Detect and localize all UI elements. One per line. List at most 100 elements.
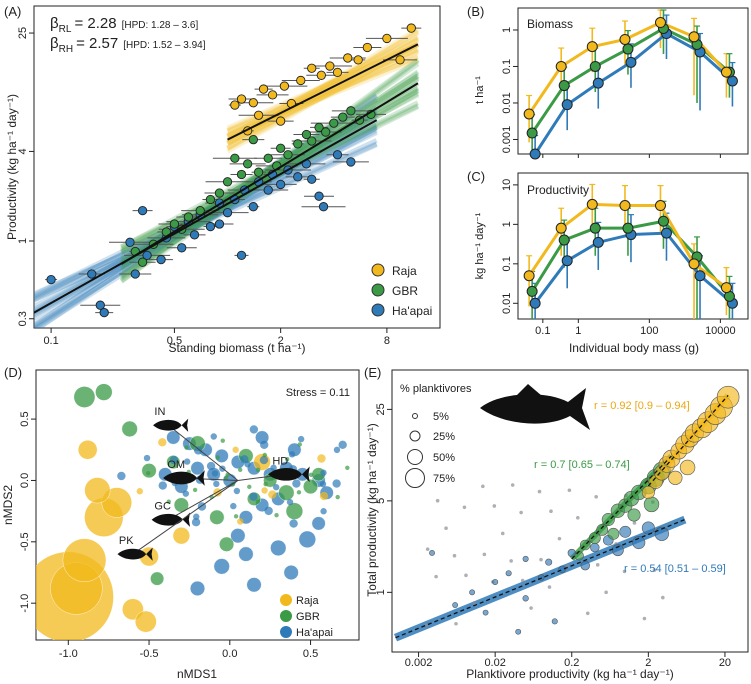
panel-d-xlabel: nMDS1: [177, 667, 217, 681]
e-point-haapai: [469, 589, 475, 596]
e-point-haapai: [515, 628, 522, 635]
spectrum-point-raja: [523, 108, 535, 120]
d-fish-icon-om: [163, 470, 205, 486]
r-gbr-label: r = 0.7 [0.65 – 0.74]: [534, 459, 630, 471]
d-dense-point: [136, 488, 143, 495]
panel-a-xlabel: Standing biomass (t ha⁻¹): [168, 341, 305, 355]
d-dense-point: [240, 455, 249, 464]
a-point-haapai: [318, 202, 329, 212]
e-background-point: [549, 509, 553, 513]
a-point-gbr: [248, 135, 258, 145]
d-dense-point: [296, 490, 302, 495]
spectrum-point-haapai: [592, 236, 604, 248]
beta-rh-symbol: βRH = 2.57 [HPD: 1.52 – 3.94]: [50, 35, 206, 55]
e-point-gbr: [607, 527, 620, 540]
e-background-point: [642, 616, 647, 621]
d-dense-point: [270, 464, 277, 471]
d-point-gbr: [285, 502, 303, 520]
a-point-haapai: [293, 172, 303, 182]
d-dense-point: [184, 445, 189, 450]
d-point-raja: [62, 538, 107, 583]
e-point-haapai: [492, 578, 499, 585]
d-dense-point: [230, 502, 237, 510]
spectrum-ytick-label: 0.1: [501, 59, 513, 74]
panel-b-frame: [517, 7, 749, 155]
e-background-point: [481, 484, 485, 489]
r-raja-label: r = 0.92 [0.9 – 0.94]: [594, 400, 690, 412]
e-point-gbr: [574, 551, 584, 561]
d-point-gbr: [95, 383, 113, 401]
panel-a-plot: 0.1 0.5 2 8 0.3 1 4 25: [17, 23, 422, 347]
e-fit-line-gbr: [571, 455, 672, 560]
e-point-haapai: [545, 558, 553, 566]
e-background-point: [652, 568, 657, 572]
e-xtick-label: 0.2: [564, 657, 579, 669]
d-dense-point: [223, 475, 229, 481]
d-dense-point: [333, 446, 341, 454]
a-point-raja: [296, 75, 306, 86]
panel-a-annotation: βRL = 2.28 [HPD: 1.28 – 3.6] βRH = 2.57 [HPD…: [50, 15, 206, 55]
a-point-raja: [276, 116, 286, 126]
e-background-point: [492, 504, 497, 508]
panel-e: (E) % planktivores 5% 25% 50% 75% 0.002 0…: [364, 365, 749, 681]
panel-e-frame: [391, 369, 749, 653]
e-point-raja: [679, 459, 696, 476]
d-dense-point: [166, 499, 171, 504]
d-dense-point: [292, 479, 301, 488]
a-point-raja: [332, 67, 343, 78]
d-dense-point: [338, 440, 347, 450]
a-point-haapai: [189, 230, 200, 240]
e-point-haapai: [567, 548, 576, 558]
d-legend-haapai-swatch: [280, 626, 292, 638]
a-ytick-label: 4: [17, 148, 29, 154]
panel-e-plot: 0.002 0.02 0.2 2 20 1 5 25: [375, 385, 740, 669]
e-fit-line-raja: [647, 394, 729, 487]
spectrum-point-haapai: [561, 255, 573, 267]
d-dense-point: [289, 519, 298, 528]
panel-e-xlabel: Planktivore productivity (kg ha⁻¹ day⁻¹): [466, 667, 673, 681]
a-point-gbr: [293, 139, 303, 149]
a-point-haapai: [346, 157, 356, 167]
panel-b-ylabel: t ha⁻¹: [474, 76, 486, 104]
a-point-raja: [382, 33, 392, 44]
e-size-5: [412, 413, 418, 419]
a-point-haapai: [263, 185, 273, 195]
spectrum-point-raja: [654, 17, 666, 29]
d-point-gbr: [278, 484, 295, 501]
d-point-raja: [135, 610, 157, 633]
e-point-gbr: [596, 523, 609, 536]
a-point-gbr: [307, 136, 317, 146]
e-background-point: [510, 483, 515, 487]
a-xtick-label: 0.1: [43, 335, 58, 347]
legend-gbr-label: GBR: [392, 284, 418, 298]
spectrum-point-haapai: [694, 270, 706, 282]
a-xtick-label: 2: [278, 335, 284, 347]
d-dense-point: [262, 452, 268, 458]
a-band-raja: [226, 30, 420, 147]
a-point-gbr: [222, 177, 233, 187]
stress-label: Stress = 0.11: [286, 387, 350, 399]
e-background-point: [547, 585, 552, 589]
e-xtick-label: 0.02: [484, 657, 505, 669]
a-point-haapai: [156, 254, 166, 265]
d-xtick-label: -0.5: [140, 648, 159, 660]
spectrum-point-raja: [586, 198, 598, 210]
a-point-haapai: [137, 205, 148, 216]
a-point-gbr: [321, 127, 331, 137]
a-point-haapai: [205, 221, 216, 232]
panel-c-frame: [517, 172, 749, 320]
a-point-gbr: [183, 212, 194, 222]
a-point-raja: [395, 55, 405, 65]
e-size-50: [407, 449, 423, 465]
d-vector-label-in: IN: [154, 406, 165, 418]
a-band-raja: [226, 34, 420, 139]
d-dense-point: [317, 454, 326, 463]
e-point-haapai: [429, 550, 435, 556]
d-point-gbr: [141, 463, 157, 479]
spectrum-point-haapai: [592, 77, 604, 89]
e-point-raja: [716, 385, 740, 409]
a-point-haapai: [87, 269, 97, 279]
d-dense-point: [259, 455, 269, 465]
panel-e-label: (E): [364, 365, 381, 380]
